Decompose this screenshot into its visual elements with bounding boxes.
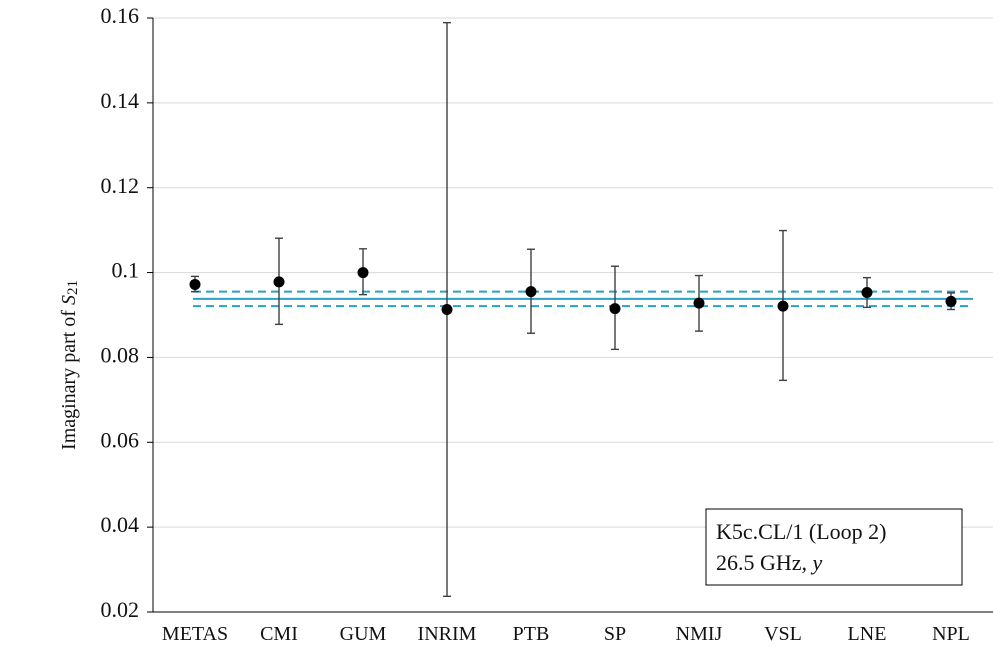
y-tick-label: 0.16 [101, 3, 140, 28]
y-tick-label: 0.14 [101, 88, 140, 113]
x-category-label: METAS [162, 623, 228, 645]
data-point [945, 295, 957, 307]
x-category-label: SP [604, 623, 626, 645]
x-category-label: GUM [340, 623, 387, 645]
annotation-frame [705, 508, 963, 586]
data-point [693, 297, 705, 309]
data-point [189, 278, 201, 290]
data-point [273, 276, 285, 288]
annotation-box: K5c.CL/1 (Loop 2) 26.5 GHz, y [705, 508, 963, 586]
x-category-label: LNE [848, 623, 887, 645]
data-point [441, 303, 453, 315]
x-category-label: NMIJ [676, 623, 723, 645]
y-axis-title: Imaginary part of S21 [58, 280, 82, 450]
data-points [189, 267, 957, 315]
data-point [609, 303, 621, 315]
x-category-label: INRIM [418, 623, 477, 645]
axes [147, 17, 993, 613]
x-category-label: CMI [260, 623, 298, 645]
gridlines [153, 17, 993, 528]
x-category-label: PTB [513, 623, 550, 645]
y-tick-label: 0.1 [112, 258, 140, 283]
reference-lines [193, 290, 973, 308]
y-tick-labels: 0.02 0.04 0.06 0.08 0.1 0.12 0.14 0.16 [101, 3, 140, 622]
annotation-line-2: 26.5 GHz, y [716, 550, 823, 575]
y-tick-label: 0.12 [101, 173, 140, 198]
data-point [357, 267, 369, 279]
y-tick-label: 0.08 [101, 342, 140, 367]
x-category-label: VSL [764, 623, 802, 645]
x-category-labels: METAS CMI GUM INRIM PTB SP NMIJ VSL LNE NPL [162, 623, 970, 645]
data-point [861, 287, 873, 299]
data-point [777, 300, 789, 312]
data-point [525, 286, 537, 298]
y-tick-label: 0.02 [101, 597, 140, 622]
x-category-label: NPL [932, 623, 970, 645]
y-tick-label: 0.06 [101, 427, 140, 452]
annotation-line-1: K5c.CL/1 (Loop 2) [716, 519, 886, 544]
y-tick-label: 0.04 [101, 512, 140, 537]
